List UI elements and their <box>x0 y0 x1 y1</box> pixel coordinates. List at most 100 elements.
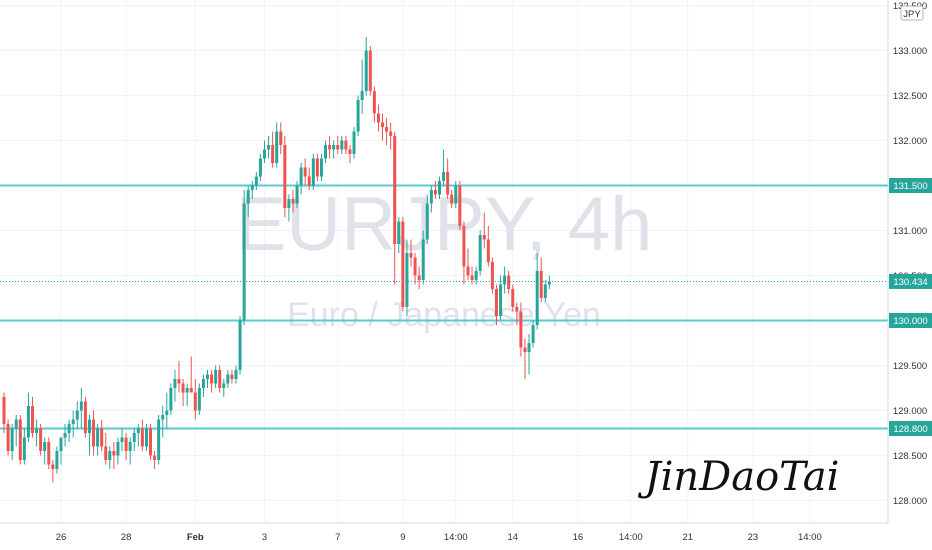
y-tick-label: 131.000 <box>893 226 927 237</box>
candle-body <box>324 145 328 159</box>
candle-body <box>177 379 181 384</box>
x-tick-label: 3 <box>262 532 267 543</box>
candle-body <box>112 451 116 456</box>
candle-body <box>218 370 222 388</box>
level-badge <box>889 421 932 436</box>
x-tick-label: 14 <box>507 532 518 543</box>
candle-body <box>478 235 482 271</box>
level-badge <box>889 178 932 193</box>
x-tick-label: 14:00 <box>444 532 468 543</box>
x-tick-label: Feb <box>187 532 204 543</box>
watermark-name: Euro / Japanese Yen <box>287 296 601 334</box>
candle-body <box>14 419 18 429</box>
candle-body <box>67 424 71 433</box>
candle-body <box>409 253 413 258</box>
candle-body <box>319 158 323 177</box>
candle-body <box>462 226 466 267</box>
x-tick-label: 14:00 <box>798 532 822 543</box>
candle-body <box>165 410 169 415</box>
candle-body <box>385 127 389 132</box>
candle-body <box>486 239 490 262</box>
x-tick-label: 23 <box>748 532 759 543</box>
candle-body <box>397 221 401 244</box>
candle-body <box>307 176 311 186</box>
candle-body <box>149 428 153 456</box>
candle-body <box>458 185 462 226</box>
candle-body <box>10 428 14 451</box>
candle-body <box>446 172 450 195</box>
level-label: 130.000 <box>893 316 927 327</box>
candle-body <box>543 284 547 298</box>
candle-body <box>201 379 205 388</box>
candle-body <box>75 410 79 420</box>
candle-body <box>185 388 189 393</box>
candle-body <box>63 433 67 438</box>
candle-body <box>429 190 433 204</box>
candle-body <box>116 442 120 456</box>
candle-body <box>43 442 47 451</box>
candle-body <box>2 397 6 424</box>
candle-body <box>246 190 250 204</box>
level-badges: 131.500 130.000 128.800 <box>889 178 932 436</box>
candle-body <box>71 419 75 424</box>
level-label: 131.500 <box>893 181 927 192</box>
candle-body <box>210 374 214 384</box>
candle-body <box>470 275 474 280</box>
candle-body <box>421 239 425 280</box>
candle-body <box>234 370 238 379</box>
candle-body <box>547 281 551 285</box>
candle-body <box>226 374 230 384</box>
candle-body <box>124 437 128 451</box>
x-tick-label: 9 <box>400 532 405 543</box>
level-badge <box>889 313 932 328</box>
candle-body <box>181 383 185 393</box>
time-axis[interactable]: 26 28 Feb 3 7 9 14:00 14 16 14:00 21 23 14:00 <box>56 532 822 543</box>
candle-body <box>503 275 507 285</box>
candle-body <box>328 145 332 150</box>
candle-body <box>51 464 55 469</box>
candle-body <box>450 194 454 204</box>
candle-body <box>356 100 360 132</box>
candle-body <box>79 401 83 411</box>
current-price-label: 130.434 <box>893 277 927 288</box>
candle-body <box>482 235 486 240</box>
candle-body <box>92 419 96 447</box>
candle-body <box>539 271 543 298</box>
candle-body <box>197 388 201 411</box>
candle-body <box>425 203 429 240</box>
candle-body <box>511 289 515 307</box>
currency-badge[interactable]: JPY <box>900 5 924 21</box>
candle-body <box>87 419 91 433</box>
candle-body <box>499 284 503 316</box>
x-tick-label: 21 <box>682 532 693 543</box>
candle-body <box>242 203 246 321</box>
candle-body <box>332 145 336 150</box>
candle-body <box>104 446 108 460</box>
candlesticks <box>2 37 551 483</box>
x-tick-label: 14:00 <box>619 532 643 543</box>
candle-body <box>6 424 10 451</box>
y-tick-label: 129.000 <box>893 406 927 417</box>
candle-body <box>193 392 197 411</box>
candle-body <box>262 149 266 159</box>
candle-body <box>258 158 262 177</box>
candle-body <box>26 406 30 438</box>
candle-body <box>531 325 535 343</box>
candle-body <box>222 383 226 388</box>
candle-body <box>238 320 242 370</box>
candle-body <box>348 149 352 154</box>
x-tick-label: 16 <box>573 532 584 543</box>
y-tick-label: 129.500 <box>893 361 927 372</box>
candle-body <box>311 158 315 186</box>
candle-body <box>507 275 511 289</box>
candle-body <box>59 437 63 451</box>
candle-body <box>108 451 112 460</box>
candle-body <box>376 113 380 123</box>
candle-body <box>271 145 275 163</box>
y-tick-label: 132.000 <box>893 136 927 147</box>
candle-body <box>18 419 22 460</box>
candle-body <box>22 437 26 460</box>
candle-body <box>515 307 519 312</box>
candle-body <box>442 172 446 181</box>
